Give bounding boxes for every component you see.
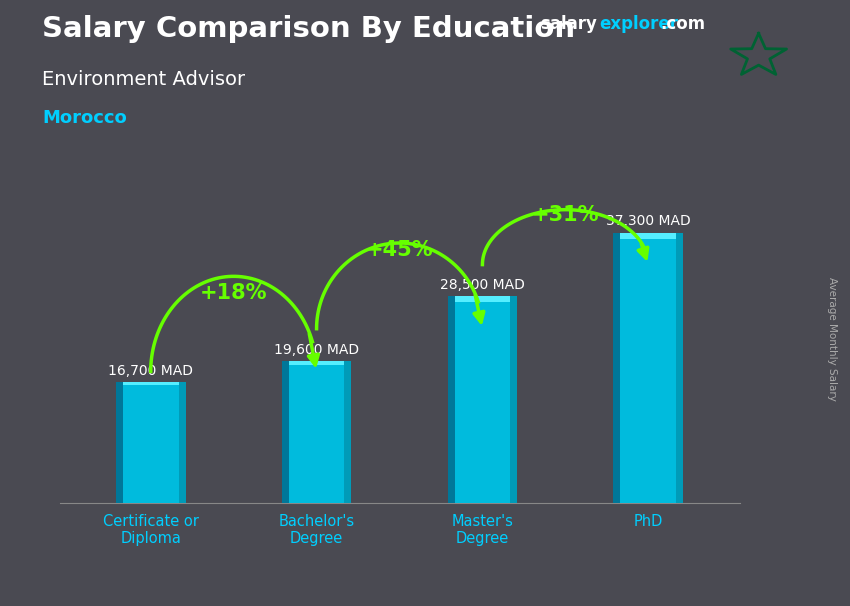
Bar (448, 296, 455, 503)
Bar (178, 382, 185, 503)
Text: 16,700 MAD: 16,700 MAD (108, 364, 193, 378)
Text: +18%: +18% (200, 283, 268, 303)
Bar (344, 361, 351, 503)
Text: 19,600 MAD: 19,600 MAD (274, 342, 360, 356)
Bar (123, 382, 178, 385)
Bar (289, 361, 344, 365)
Bar (281, 361, 289, 503)
Bar (455, 296, 510, 302)
Text: Average Monthly Salary: Average Monthly Salary (827, 278, 837, 401)
Text: +45%: +45% (366, 239, 434, 260)
Text: Morocco: Morocco (42, 109, 128, 127)
Text: .com: .com (660, 15, 706, 33)
Bar (620, 233, 676, 239)
Bar (620, 233, 676, 503)
Text: +31%: +31% (531, 205, 599, 225)
Text: Environment Advisor: Environment Advisor (42, 70, 246, 88)
Text: 37,300 MAD: 37,300 MAD (606, 215, 691, 228)
Text: explorer: explorer (599, 15, 678, 33)
Bar (510, 296, 518, 503)
Bar (676, 233, 683, 503)
Text: Salary Comparison By Education: Salary Comparison By Education (42, 15, 575, 43)
Bar (289, 361, 344, 503)
Text: salary: salary (540, 15, 597, 33)
Bar (455, 296, 510, 503)
Bar (116, 382, 123, 503)
Bar (614, 233, 620, 503)
Bar (123, 382, 178, 503)
Text: 28,500 MAD: 28,500 MAD (440, 278, 524, 292)
